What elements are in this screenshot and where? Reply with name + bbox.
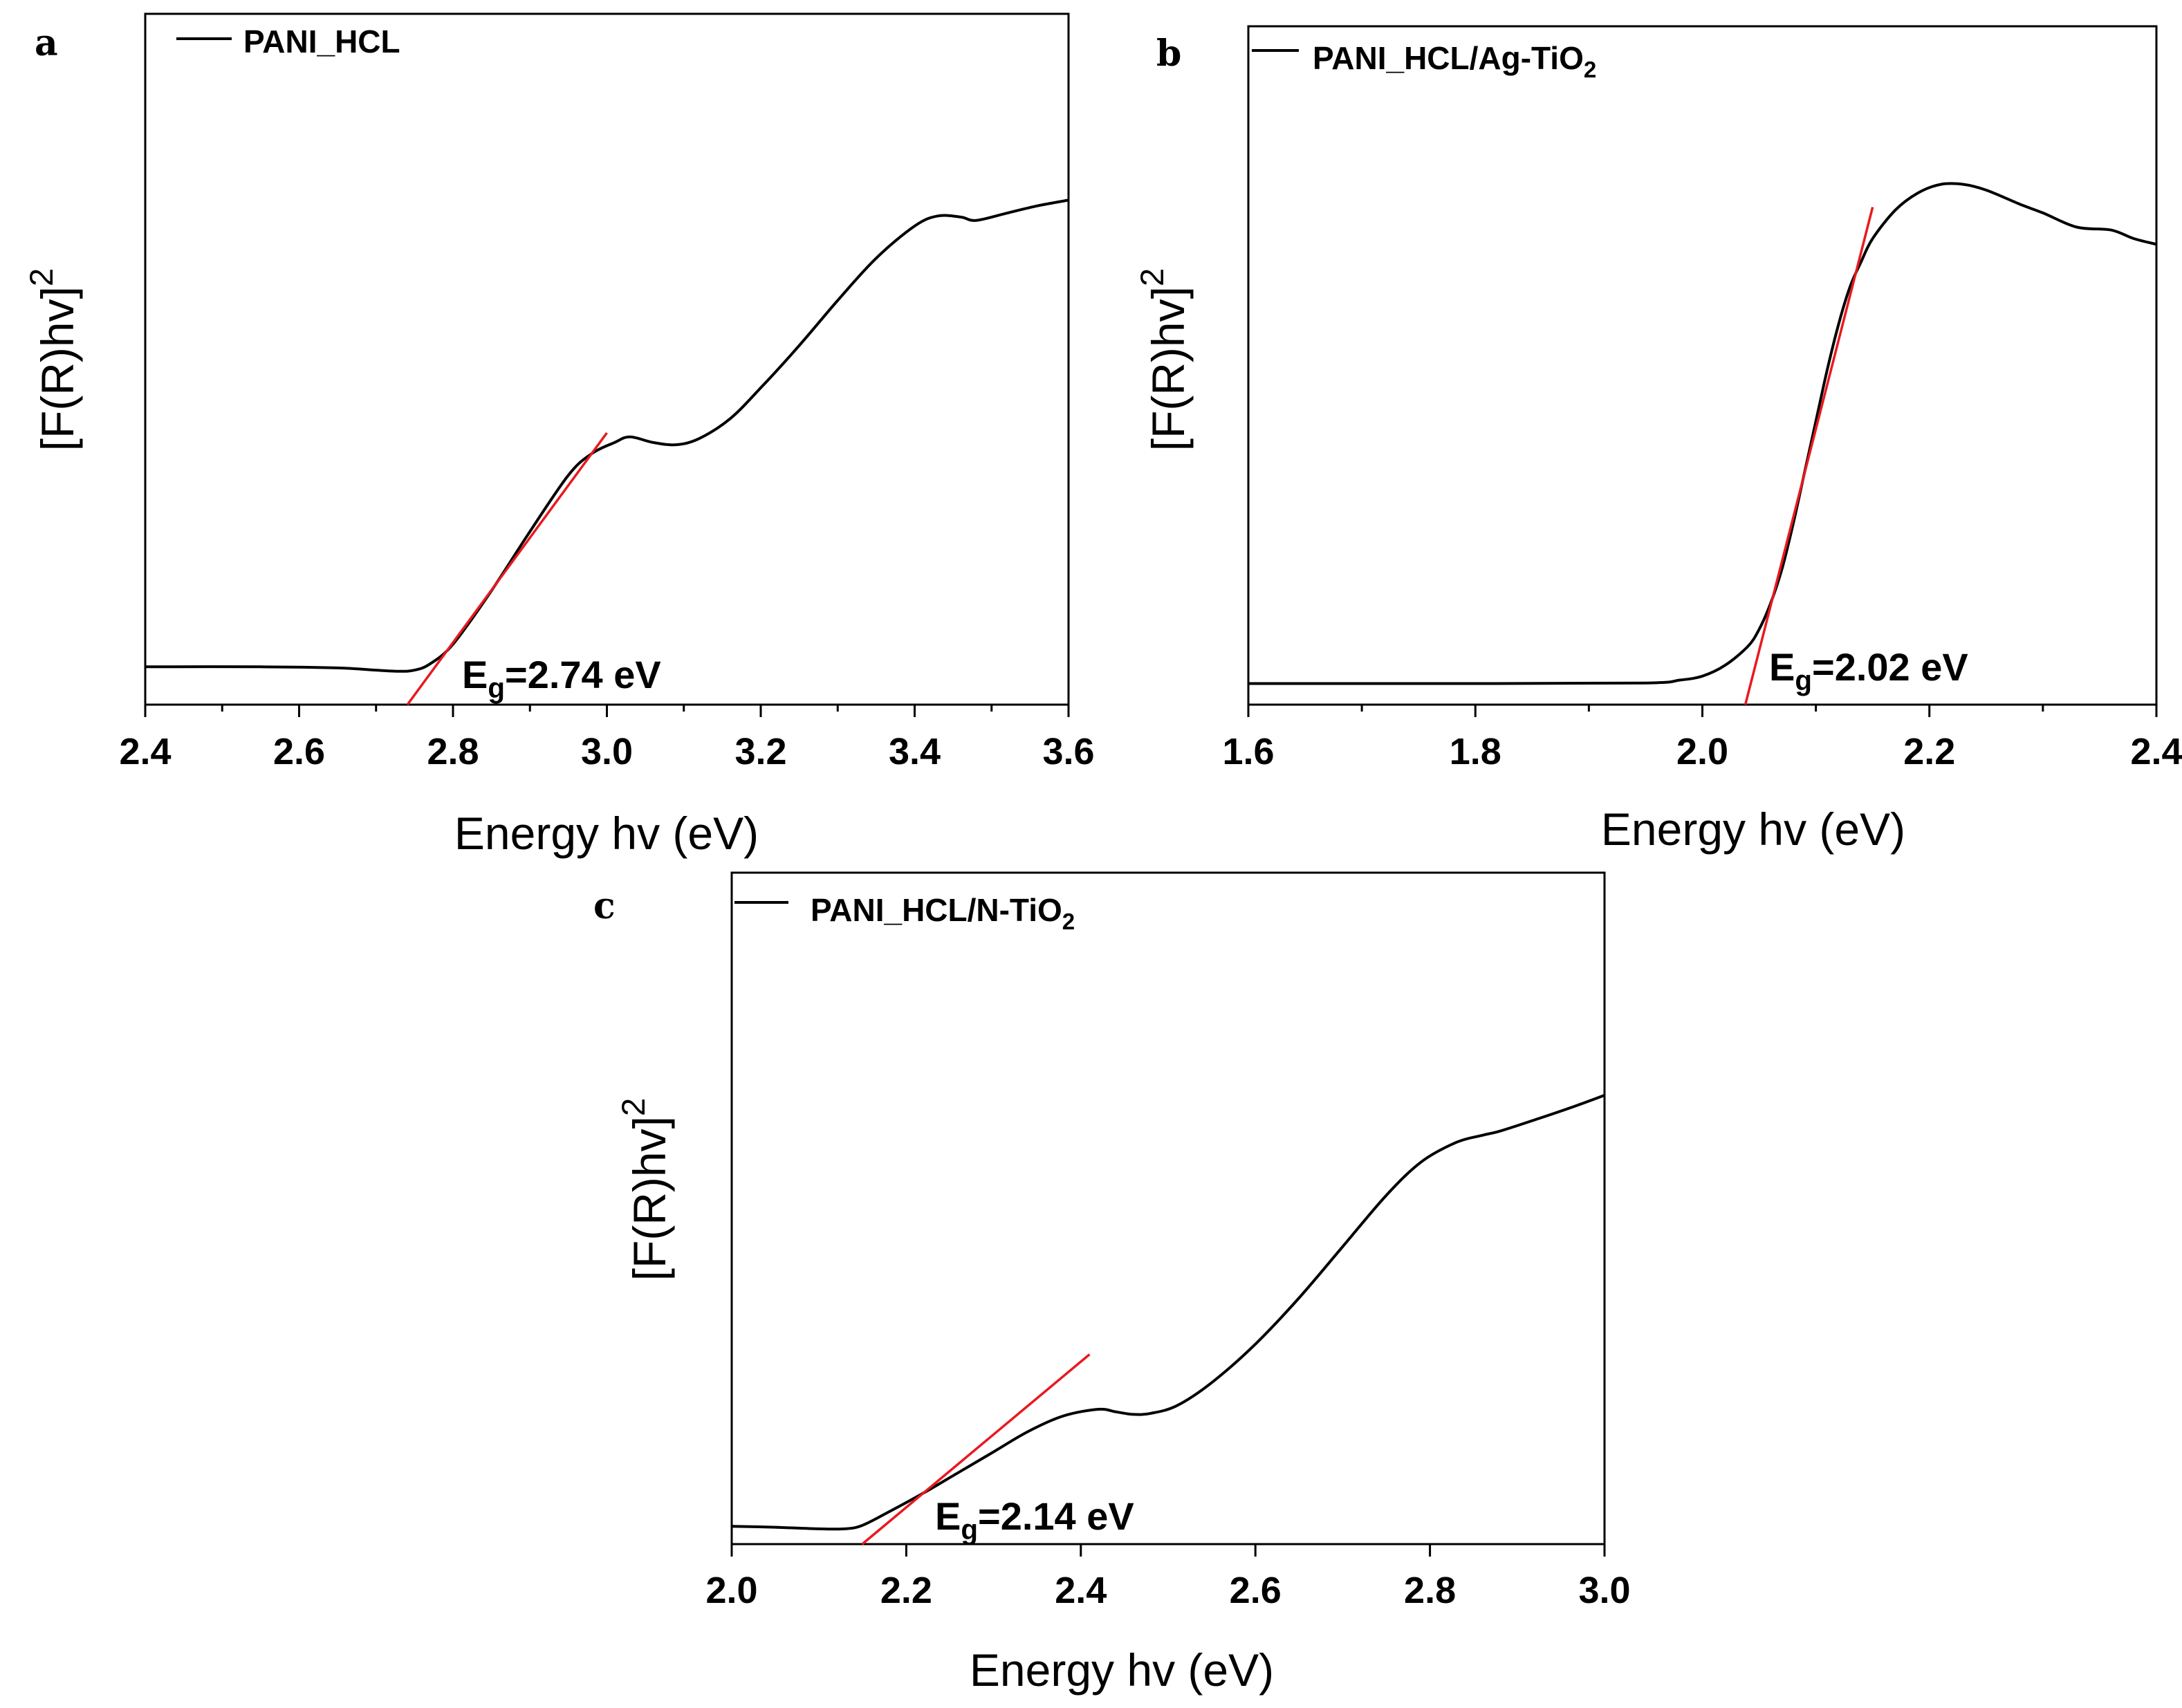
eg-subscript: g <box>961 1514 978 1545</box>
eg-symbol: E <box>935 1494 961 1538</box>
eg-symbol: E <box>1769 645 1795 689</box>
legend-label: PANI_HCL/Ag-TiO2 <box>1313 40 1596 83</box>
eg-value: =2.74 eV <box>505 653 661 696</box>
x-tick-label: 2.8 <box>1404 1570 1456 1611</box>
bandgap-annotation: Eg=2.74 eV <box>462 653 661 704</box>
data-curve <box>1248 182 2157 685</box>
x-tick-label: 3.4 <box>889 731 941 772</box>
x-tick-label: 2.4 <box>119 731 171 772</box>
y-axis-label: [F(R)hv]2 <box>24 268 83 452</box>
y-axis-label-main: [F(R)hv] <box>624 1116 675 1281</box>
x-tick-label: 2.2 <box>880 1570 932 1611</box>
x-tick-label: 2.2 <box>1903 731 1955 772</box>
x-tick-label: 2.6 <box>1230 1570 1282 1611</box>
tauc-fit-line <box>861 1353 1091 1545</box>
x-tick-label: 3.0 <box>581 731 633 772</box>
x-ticks <box>1247 705 2158 717</box>
plot-frame <box>730 871 1606 1545</box>
y-axis-label-sup: 2 <box>24 268 60 286</box>
eg-symbol: E <box>462 653 488 696</box>
x-tick-label: 3.0 <box>1578 1570 1630 1611</box>
x-axis-label: Energy hv (eV) <box>1601 804 1905 855</box>
legend-label-main: PANI_HCL/N-TiO <box>811 892 1062 928</box>
x-tick-label: 2.6 <box>273 731 325 772</box>
panel-b: b 1.6 1.8 2.0 2.2 2.4 PANI_HCL/Ag-TiO2 Eg=2.… <box>1134 25 2182 855</box>
x-tick-labels: 2.0 2.2 2.4 2.6 2.8 3.0 <box>705 1570 1630 1611</box>
legend-label: PANI_HCL <box>243 24 400 59</box>
x-ticks <box>730 1544 1606 1557</box>
plot-frame <box>1247 25 2158 706</box>
panel-a: a 2.4 2.6 2.8 3.0 3.2 3.4 3.6 PANI_HCL Eg=2.74… <box>24 12 1095 859</box>
legend-label-main: PANI_HCL/Ag-TiO <box>1313 40 1584 76</box>
data-curve <box>731 1094 1605 1531</box>
y-axis-label-sup: 2 <box>616 1098 652 1116</box>
x-axis-label: Energy hv (eV) <box>970 1644 1274 1696</box>
bandgap-annotation: Eg=2.14 eV <box>935 1494 1134 1545</box>
y-axis-label: [F(R)hv]2 <box>616 1098 675 1281</box>
x-tick-label: 2.4 <box>1055 1570 1107 1611</box>
panel-letter-c: c <box>593 885 616 927</box>
panel-letter-a: a <box>35 22 58 64</box>
eg-subscript: g <box>1795 665 1812 696</box>
plot-frame <box>144 12 1070 706</box>
y-axis-label-main: [F(R)hv] <box>1143 286 1194 451</box>
eg-value: =2.14 eV <box>978 1494 1134 1538</box>
y-axis-label-sup: 2 <box>1134 268 1171 286</box>
x-tick-label: 2.4 <box>2130 731 2182 772</box>
x-tick-label: 2.0 <box>705 1570 757 1611</box>
x-tick-label: 1.8 <box>1450 731 1501 772</box>
eg-value: =2.02 eV <box>1812 645 1968 689</box>
panel-c: c 2.0 2.2 2.4 2.6 2.8 3.0 PANI_HCL/N-TiO2 Eg=… <box>593 871 1631 1696</box>
panel-letter-b: b <box>1156 33 1181 75</box>
x-tick-labels: 2.4 2.6 2.8 3.0 3.2 3.4 3.6 <box>119 731 1094 772</box>
legend-label: PANI_HCL/N-TiO2 <box>811 892 1075 935</box>
x-tick-labels: 1.6 1.8 2.0 2.2 2.4 <box>1222 731 2182 772</box>
x-tick-label: 1.6 <box>1222 731 1274 772</box>
x-tick-label: 3.6 <box>1042 731 1094 772</box>
tauc-fit-line <box>406 431 608 706</box>
tauc-fit-line <box>1744 207 1874 705</box>
y-axis-label-main: [F(R)hv] <box>32 286 83 451</box>
data-curve <box>145 198 1069 673</box>
x-axis-label: Energy hv (eV) <box>454 808 759 859</box>
bandgap-annotation: Eg=2.02 eV <box>1769 645 1968 696</box>
x-tick-label: 2.8 <box>427 731 479 772</box>
x-ticks <box>144 705 1070 717</box>
y-axis-label: [F(R)hv]2 <box>1134 268 1194 452</box>
eg-subscript: g <box>488 672 505 704</box>
x-tick-label: 3.2 <box>734 731 786 772</box>
legend-label-sub: 2 <box>1062 909 1075 935</box>
x-tick-label: 2.0 <box>1676 731 1728 772</box>
legend-label-sub: 2 <box>1584 57 1596 83</box>
